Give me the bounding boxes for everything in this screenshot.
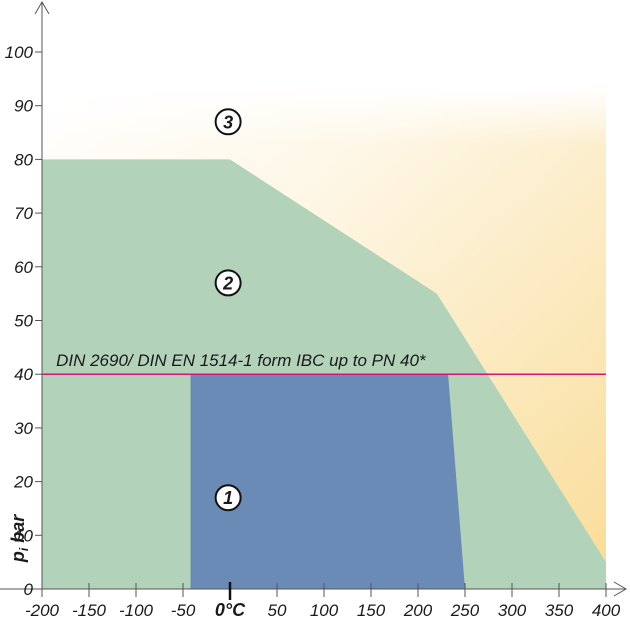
y-axis-arrow	[34, 1, 50, 15]
region-3-marker	[214, 108, 242, 136]
x-tick-label: -200	[25, 601, 60, 620]
x-tick-label: 250	[450, 601, 480, 620]
x-tick-label: 300	[498, 601, 527, 620]
x-tick-label: 350	[545, 601, 574, 620]
x-tick-label: -150	[72, 601, 107, 620]
x-tick-label: -50	[171, 601, 196, 620]
y-tick-label: 0	[24, 580, 34, 599]
y-tick-label: 90	[14, 97, 33, 116]
y-tick-label: 60	[14, 258, 33, 277]
x-tick-label: -100	[119, 601, 154, 620]
region-1-marker	[214, 484, 242, 512]
y-tick-label: 20	[13, 473, 33, 492]
x-tick-label: 400	[592, 601, 621, 620]
reference-line-label: DIN 2690/ DIN EN 1514-1 form IBC up to P…	[56, 351, 427, 370]
y-axis-label: pi bar	[8, 514, 31, 563]
x-tick-label: 0°C	[215, 600, 246, 620]
x-tick-label: 100	[310, 601, 339, 620]
y-tick-label: 80	[14, 150, 33, 169]
y-tick-label: 30	[14, 419, 33, 438]
y-tick-label: 70	[14, 204, 33, 223]
region-3-label: 3	[223, 112, 233, 132]
region-2-marker	[214, 269, 242, 297]
y-tick-label: 10	[14, 526, 33, 545]
region-2-label: 2	[222, 273, 233, 293]
x-tick-label: 150	[357, 601, 386, 620]
y-tick-label: 40	[14, 365, 33, 384]
y-tick-label: 50	[14, 312, 33, 331]
region-1-label: 1	[223, 488, 233, 508]
x-axis-arrow	[613, 581, 627, 597]
region-3-fade	[42, 85, 606, 146]
y-tick-label: 100	[5, 43, 34, 62]
x-tick-label: 50	[268, 601, 287, 620]
x-tick-label: 200	[403, 601, 433, 620]
region-1-area	[190, 374, 465, 589]
